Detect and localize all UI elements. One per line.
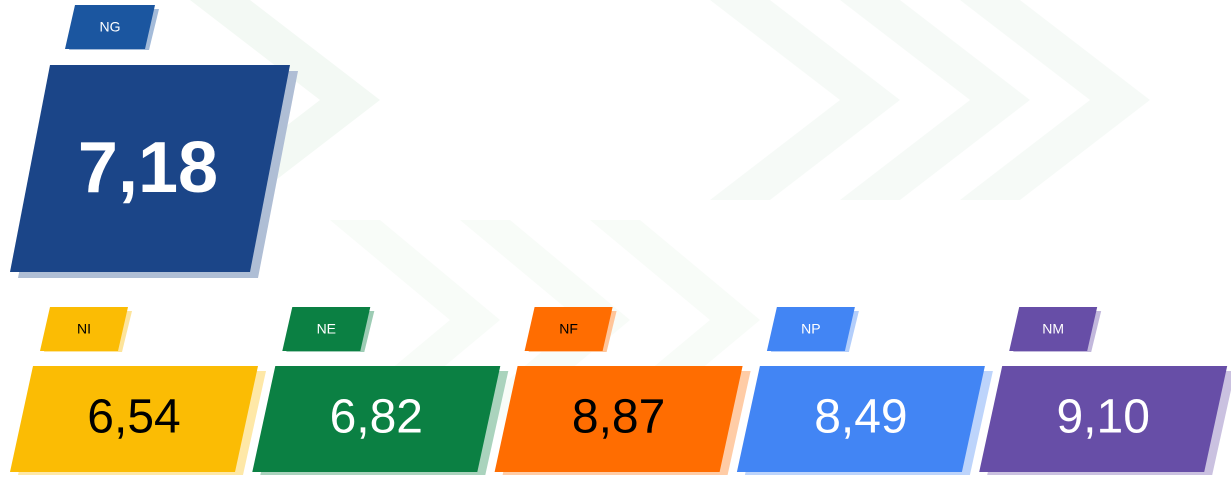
card: [979, 366, 1228, 472]
main-tag-label: NG: [100, 19, 121, 35]
tag: [282, 307, 371, 351]
card-value: 6,54: [87, 391, 180, 444]
card-value: 8,87: [572, 391, 665, 444]
card: [494, 366, 743, 472]
tag: [766, 307, 855, 351]
tag-label: NP: [801, 321, 820, 337]
background: [190, 0, 1150, 420]
tag: [40, 307, 128, 351]
tag-label: NF: [559, 321, 578, 337]
main-value: 7,18: [78, 128, 218, 208]
card-value: 8,49: [814, 391, 907, 444]
tag-label: NM: [1042, 321, 1064, 337]
card: [10, 366, 258, 472]
card-value: 9,10: [1056, 391, 1149, 444]
tag: [524, 307, 613, 351]
card: [736, 366, 985, 472]
main-box: [10, 65, 290, 272]
tag: [1009, 307, 1098, 351]
tag-label: NI: [77, 321, 91, 337]
card-value: 6,82: [330, 391, 423, 444]
main-tag: [65, 5, 155, 49]
tag-label: NE: [317, 321, 336, 337]
card: [252, 366, 501, 472]
